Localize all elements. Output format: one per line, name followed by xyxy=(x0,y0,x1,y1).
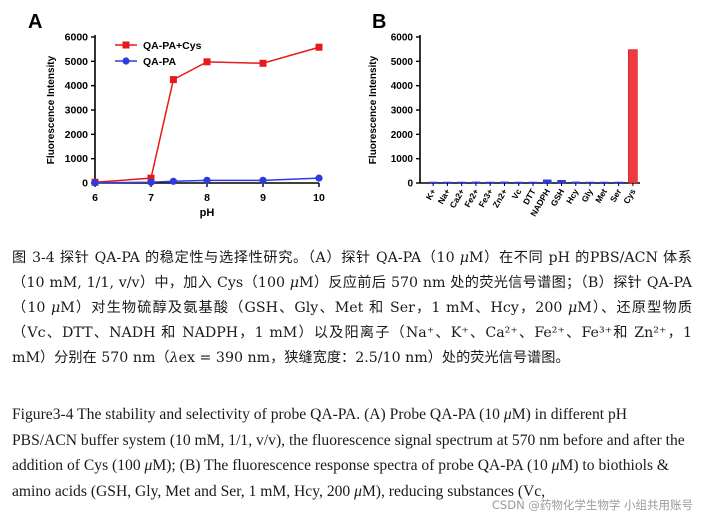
data-point-circle xyxy=(147,178,155,186)
panel-b-bar-chart: B 0 1000 2000 3000 4000 5000 6000 Fluorescence I… xyxy=(368,11,640,218)
caption-zh-mu-3: μ xyxy=(51,300,61,316)
x-axis-title: pH xyxy=(200,207,215,219)
y-tick-label: 3000 xyxy=(65,105,89,117)
caption-en-part-2: M) in different pH PBS/ACN buffer system… xyxy=(12,406,685,474)
x-tick-label: Zn2+ xyxy=(490,187,509,209)
panel-a-line-chart: A 0 1000 2000 3000 4000 5000 6000 6 7 8 9 10 pH Fluore… xyxy=(28,11,325,219)
y-tick-label: 1000 xyxy=(391,154,414,165)
caption-zh-part-3: M）反应前后 570 nm 处的荧光信号谱图；（B）探针 QA-PA（10 xyxy=(12,275,692,316)
x-tick-label: Met xyxy=(593,187,609,205)
data-point-circle xyxy=(259,176,267,184)
caption-zh-part-2: M）在不同 pH 的PBS/ACN 体系（10 mM, 1/1, v/v）中，加… xyxy=(12,250,692,291)
panel-a-label: A xyxy=(28,11,42,33)
caption-en-mu-1: μ xyxy=(503,406,512,423)
series-line xyxy=(94,177,320,184)
x-tick-label: Ca2+ xyxy=(447,187,466,210)
caption-zh-mu-1: μ xyxy=(459,250,469,266)
x-tick-label: 8 xyxy=(204,192,210,204)
y-tick-label: 2000 xyxy=(65,129,89,141)
x-tick-label: K+ xyxy=(424,187,438,202)
y-tick-label: 0 xyxy=(82,178,88,190)
data-point-circle xyxy=(169,177,177,185)
caption-en-mu-2: μ xyxy=(144,457,153,474)
data-point-square xyxy=(147,174,155,182)
y-tick-label: 4000 xyxy=(65,80,89,92)
x-tick-label: 7 xyxy=(148,192,154,204)
caption-chinese: 图 3-4 探针 QA-PA 的稳定性与选择性研究。（A）探针 QA-PA（10… xyxy=(12,246,692,371)
x-tick-label: 10 xyxy=(313,192,325,204)
caption-en-part-5: M), reducing substances (Vc, xyxy=(361,482,546,500)
bar xyxy=(628,49,638,184)
caption-en-part-1: Figure3-4 The stability and selectivity … xyxy=(12,406,504,423)
y-tick-label: 0 xyxy=(407,179,413,190)
y-tick-label: 4000 xyxy=(391,81,414,92)
data-point-square xyxy=(259,59,267,67)
data-point-square xyxy=(169,76,177,84)
data-point-circle xyxy=(203,176,211,184)
legend-label: QA-PA xyxy=(143,56,176,68)
bar xyxy=(557,180,566,184)
caption-zh-mu-4: μ xyxy=(568,300,578,316)
legend-marker-square xyxy=(122,41,130,49)
y-axis-title: Fluorescence Intensity xyxy=(368,55,379,164)
y-tick-label: 2000 xyxy=(391,130,414,141)
x-tick-label: GSH xyxy=(548,187,566,208)
caption-english: Figure3-4 The stability and selectivity … xyxy=(12,402,692,504)
data-point-square xyxy=(315,43,323,51)
caption-en-part-4: M) to biothiols & amino acids (GSH, Gly,… xyxy=(12,457,670,500)
caption-zh-lambda: λ xyxy=(169,350,179,366)
caption-zh-part-4: M）对生物硫醇及氨基酸（GSH、Gly、Met 和 Ser，1 mM、Hcy，2… xyxy=(60,300,569,316)
figure-panels: A 0 1000 2000 3000 4000 5000 6000 6 7 8 9 10 pH Fluore… xyxy=(28,11,640,219)
caption-en-part-3: M); (B) The fluorescence response spectr… xyxy=(152,457,552,474)
series-line xyxy=(94,46,320,184)
data-point-square xyxy=(203,58,211,66)
data-point-circle xyxy=(315,174,323,182)
bar xyxy=(542,179,552,184)
caption-zh-part-5: M）、还原型物质（Vc、DTT、NADH 和 NADPH，1 mM）以及阳离子（… xyxy=(12,300,692,366)
y-tick-label: 1000 xyxy=(65,153,89,165)
x-tick-label: 9 xyxy=(260,192,266,204)
caption-zh-mu-2: μ xyxy=(289,275,300,291)
y-tick-label: 5000 xyxy=(65,56,89,68)
watermark: CSDN @药物化学生物学 小组共用账号 xyxy=(491,498,693,512)
caption-en-mu-4: μ xyxy=(354,482,362,500)
y-tick-label: 6000 xyxy=(65,32,89,44)
caption-zh-part-1: 图 3-4 探针 QA-PA 的稳定性与选择性研究。（A）探针 QA-PA（10 xyxy=(12,250,460,266)
panel-b-label: B xyxy=(372,11,386,33)
x-tick-label: 6 xyxy=(92,192,98,204)
legend-label: QA-PA+Cys xyxy=(143,40,202,52)
x-tick-label: Hcy xyxy=(564,187,581,206)
y-axis-title: Fluorescence Intensity xyxy=(46,55,57,164)
legend-marker-circle xyxy=(122,57,130,65)
caption-zh-part-6: ex = 390 nm，狭缝宽度：2.5/10 nm）处的荧光信号谱图。 xyxy=(178,350,570,366)
y-tick-label: 3000 xyxy=(391,106,414,117)
y-tick-label: 6000 xyxy=(391,33,414,44)
x-tick-label: Vc xyxy=(510,187,524,201)
data-point-circle xyxy=(91,179,99,187)
x-tick-label: Gly xyxy=(579,187,595,204)
x-tick-label: Cys xyxy=(621,187,638,206)
y-tick-label: 5000 xyxy=(391,57,414,68)
caption-en-mu-3: μ xyxy=(551,457,560,474)
